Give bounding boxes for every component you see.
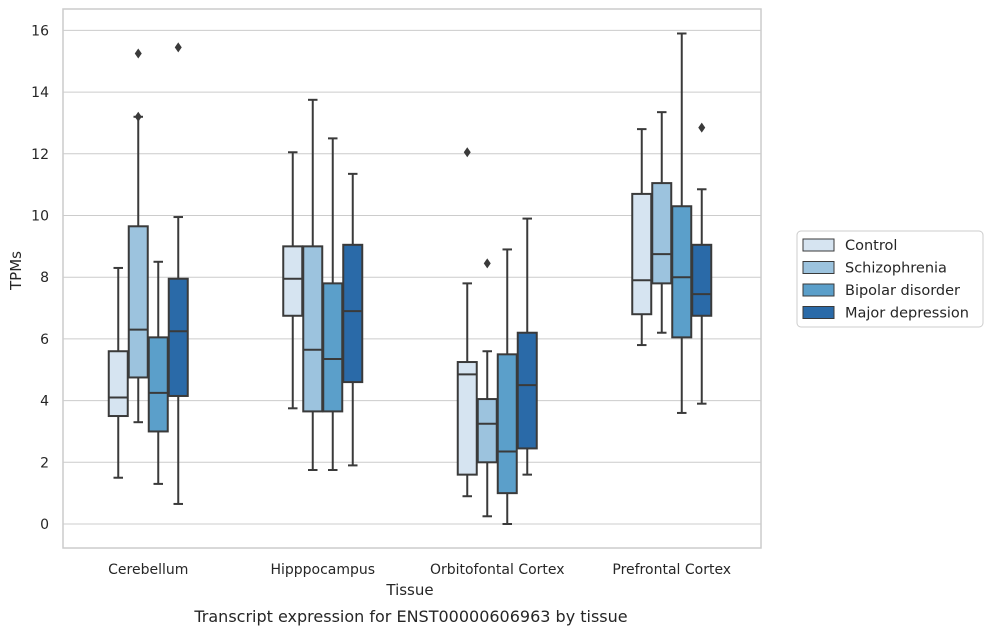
box-hipppocampus-major-depression xyxy=(342,172,364,467)
legend-label: Major depression xyxy=(845,306,969,322)
outlier-point xyxy=(174,42,182,53)
legend-frame xyxy=(796,230,984,328)
box-iqr xyxy=(342,243,364,384)
box-orbitofontal-cortex-schizophrenia xyxy=(476,258,498,518)
outlier-point xyxy=(134,111,142,122)
legend-swatch xyxy=(802,238,835,252)
x-tick-label-hipppocampus: Hipppocampus xyxy=(270,562,375,578)
legend-item-control: Control xyxy=(802,238,897,254)
chart-caption: Transcript expression for ENST0000060696… xyxy=(193,607,627,626)
legend-swatch xyxy=(802,306,835,319)
x-tick-label-cerebellum: Cerebellum xyxy=(108,562,188,578)
y-axis-label: TPMs xyxy=(7,251,25,291)
legend-label: Bipolar disorder xyxy=(845,283,960,299)
box-iqr xyxy=(282,245,304,317)
series-schizophrenia xyxy=(127,48,673,518)
outlier-point xyxy=(698,122,706,133)
outlier-point xyxy=(134,48,142,59)
box-prefrontal-cortex-bipolar-disorder xyxy=(671,32,693,414)
box-orbitofontal-cortex-bipolar-disorder xyxy=(496,248,518,525)
box-iqr xyxy=(516,331,538,450)
legend-label: Control xyxy=(845,238,897,254)
y-tick-label: 2 xyxy=(40,455,49,471)
series-control xyxy=(107,128,653,498)
plot-frame xyxy=(62,8,762,549)
legend-item-schizophrenia: Schizophrenia xyxy=(802,261,947,277)
legend-swatch xyxy=(802,283,835,297)
box-iqr xyxy=(107,350,129,418)
outlier-point xyxy=(483,258,491,269)
box-series-layer xyxy=(107,32,713,525)
box-cerebellum-schizophrenia xyxy=(127,48,149,424)
box-iqr xyxy=(147,336,169,433)
y-tick-label: 12 xyxy=(31,147,49,163)
series-bipolar-disorder xyxy=(147,32,693,525)
legend-swatch xyxy=(802,261,835,274)
y-tick-label: 4 xyxy=(40,394,49,410)
y-tick-label: 10 xyxy=(31,209,49,225)
box-cerebellum-major-depression xyxy=(167,42,189,505)
box-hipppocampus-control xyxy=(282,151,304,410)
box-hipppocampus-bipolar-disorder xyxy=(322,137,344,472)
legend: Control Schizophrenia Bipolar disorder Majo… xyxy=(796,230,984,328)
box-iqr xyxy=(691,243,713,317)
y-axis-ticks: 0 2 4 6 8 10 12 14 16 xyxy=(31,23,49,533)
x-tick-label-prefrontal-cortex: Prefrontal Cortex xyxy=(612,562,731,578)
box-cerebellum-control xyxy=(107,266,129,479)
y-tick-label: 16 xyxy=(31,23,49,39)
box-prefrontal-cortex-control xyxy=(631,128,653,347)
box-orbitofontal-cortex-control xyxy=(456,147,478,498)
x-axis-ticks: Cerebellum Hipppocampus Orbitofontal Corte… xyxy=(108,562,731,578)
box-iqr xyxy=(302,245,324,413)
box-cerebellum-bipolar-disorder xyxy=(147,260,169,485)
box-orbitofontal-cortex-major-depression xyxy=(516,217,538,476)
legend-item-bipolar-disorder: Bipolar disorder xyxy=(802,283,960,299)
box-iqr xyxy=(651,182,673,285)
box-iqr xyxy=(322,282,344,413)
box-iqr xyxy=(167,277,189,397)
legend-label: Schizophrenia xyxy=(845,261,947,277)
y-tick-label: 6 xyxy=(40,332,49,348)
box-prefrontal-cortex-major-depression xyxy=(691,122,713,405)
x-axis-label: Tissue xyxy=(385,581,433,599)
box-prefrontal-cortex-schizophrenia xyxy=(651,111,673,334)
y-tick-label: 14 xyxy=(31,85,49,101)
box-hipppocampus-schizophrenia xyxy=(302,98,324,472)
y-tick-label: 8 xyxy=(40,270,49,286)
series-major-depression xyxy=(167,42,713,505)
box-iqr xyxy=(456,361,478,476)
box-iqr xyxy=(631,192,653,316)
box-iqr xyxy=(671,205,693,339)
box-iqr xyxy=(476,398,498,464)
y-tick-label: 0 xyxy=(40,517,49,533)
box-iqr xyxy=(127,225,149,379)
outlier-point xyxy=(463,147,471,158)
x-tick-label-orbitofontal-cortex: Orbitofontal Cortex xyxy=(430,562,565,578)
box-iqr xyxy=(496,353,518,495)
legend-item-major-depression: Major depression xyxy=(802,306,969,322)
